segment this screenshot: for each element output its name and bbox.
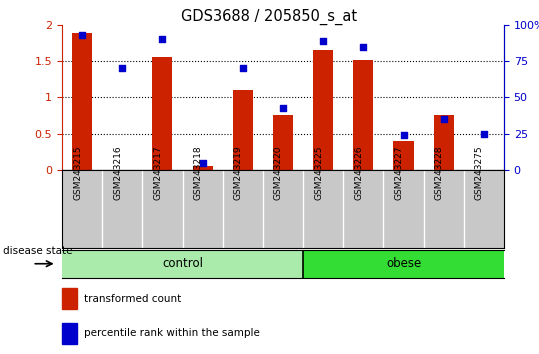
Bar [153,57,172,170]
Point [198,160,207,165]
Bar [393,141,413,170]
Text: GSM243275: GSM243275 [475,145,484,200]
Text: GSM243227: GSM243227 [395,145,404,200]
Bar [62,250,303,278]
Text: GSM243226: GSM243226 [354,145,363,200]
Text: GSM243220: GSM243220 [274,145,283,200]
Text: control: control [162,257,203,270]
Bar [353,59,374,170]
Point [480,131,488,136]
Bar [434,115,454,170]
Text: GSM243215: GSM243215 [73,145,82,200]
Bar [313,50,333,170]
Bar [62,288,78,309]
Text: obese: obese [386,257,421,270]
Text: GSM243228: GSM243228 [434,145,444,200]
Bar [233,90,253,170]
Point [439,116,448,122]
Text: transformed count: transformed count [84,294,181,304]
Text: GDS3688 / 205850_s_at: GDS3688 / 205850_s_at [182,9,357,25]
Text: percentile rank within the sample: percentile rank within the sample [84,328,260,338]
Point [78,32,86,38]
Point [319,38,328,44]
Text: GSM243219: GSM243219 [234,145,243,200]
Point [118,65,127,71]
Bar [303,250,504,278]
Text: GSM243225: GSM243225 [314,145,323,200]
Bar [273,115,293,170]
Text: GSM243218: GSM243218 [194,145,203,200]
Point [359,44,368,50]
Text: disease state: disease state [3,246,72,256]
Text: GSM243216: GSM243216 [113,145,122,200]
Point [238,65,247,71]
Bar [192,166,213,170]
Point [279,105,287,110]
Bar [72,34,92,170]
Point [158,36,167,42]
Text: GSM243217: GSM243217 [154,145,162,200]
Point [399,132,408,138]
Bar [62,323,78,343]
